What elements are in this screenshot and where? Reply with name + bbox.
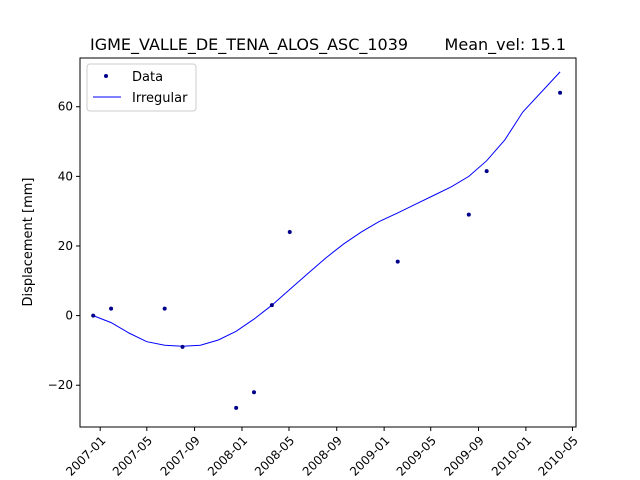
data-point [180,344,185,349]
data-point [234,405,239,410]
chart-legend: Data Irregular [86,63,197,112]
data-point [91,313,96,318]
y-tick-label: 20 [58,239,73,253]
chart-mean-velocity: Mean_vel: 15.1 [445,35,566,55]
y-axis-label: Displacement [mm] [21,178,36,307]
y-tick-label: 0 [65,309,73,323]
legend-box [86,63,197,112]
y-tick-label: 40 [58,169,73,183]
y-axis: −20 0 20 40 60 [48,100,80,392]
data-point [395,259,400,264]
chart-title: IGME_VALLE_DE_TENA_ALOS_ASC_1039 [90,35,408,55]
y-tick-label: −20 [48,378,73,392]
legend-entry-irregular: Irregular [132,91,188,106]
data-point [109,306,114,311]
plot-frame [79,57,577,428]
series-line-irregular [93,71,561,347]
data-point [558,90,563,95]
data-point [484,169,489,174]
legend-marker-data [104,74,108,78]
data-point [162,306,167,311]
legend-entry-data: Data [132,70,163,85]
plot-area [91,71,563,410]
data-point [287,230,292,235]
y-tick-label: 60 [58,100,73,114]
data-point [269,303,274,308]
data-point [466,212,471,217]
data-point [252,390,257,395]
